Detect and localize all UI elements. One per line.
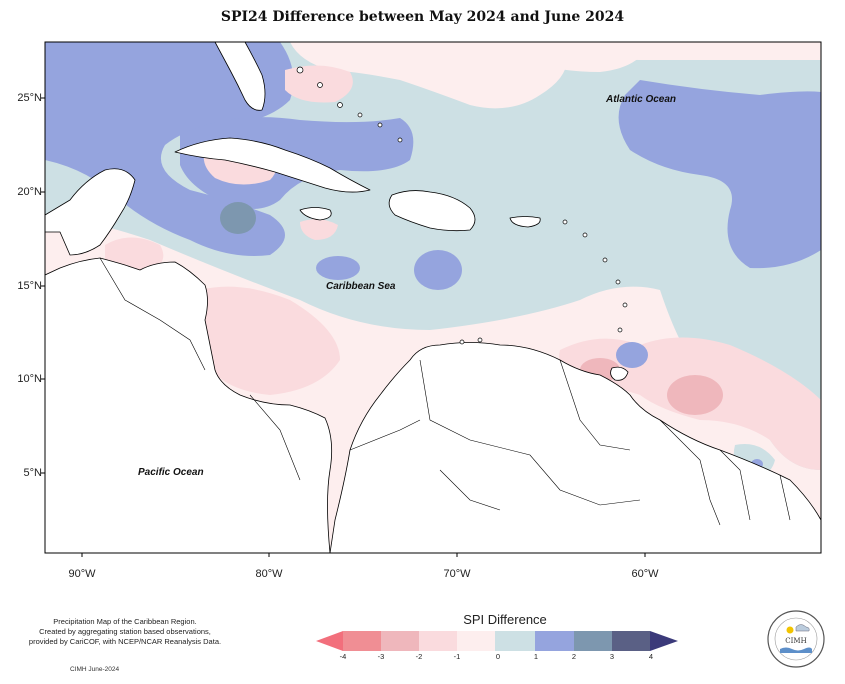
legend-tick: -2 <box>415 652 423 661</box>
island <box>357 112 363 118</box>
island <box>622 302 628 308</box>
field-pink-top <box>290 42 567 109</box>
caption-line-1: Precipitation Map of the Caribbean Regio… <box>53 617 197 626</box>
lon-tick-70w: 70°W <box>443 568 471 580</box>
field-blue-atlantic <box>618 80 821 269</box>
label-caribbean-sea: Caribbean Sea <box>326 281 396 292</box>
land-florida <box>214 42 266 111</box>
sun-icon <box>786 626 794 634</box>
land-central-america <box>45 257 333 553</box>
lat-tick-5n: 5°N <box>23 467 42 479</box>
cloud-icon <box>795 624 810 632</box>
legend-tick: -1 <box>453 652 461 661</box>
island <box>317 82 323 88</box>
legend-swatch <box>381 631 419 651</box>
legend-title: SPI Difference <box>463 612 547 627</box>
legend-swatch <box>574 631 612 651</box>
land-jamaica <box>299 207 332 221</box>
field-pink-top-right <box>520 42 650 72</box>
island <box>562 219 568 225</box>
legend-tick: 0 <box>495 652 501 661</box>
legend-tick: 4 <box>648 652 654 661</box>
cimh-logo <box>767 610 825 668</box>
lon-tick-60w: 60°W <box>631 568 659 580</box>
land-puerto-rico <box>509 216 541 228</box>
lat-tick-10n: 10°N <box>17 373 42 385</box>
island <box>602 257 608 263</box>
lat-tick-20n: 20°N <box>17 186 42 198</box>
land-hispaniola <box>388 190 476 232</box>
field-pink-central-america <box>198 286 340 395</box>
caption-line-2: Created by aggregating station based obs… <box>39 627 211 636</box>
field-pink-pr <box>300 219 338 240</box>
legend-tick: 1 <box>533 652 539 661</box>
label-pacific-ocean: Pacific Ocean <box>138 467 204 478</box>
island <box>477 337 483 343</box>
field-blue-patch-1 <box>316 256 360 280</box>
field-rose-patch <box>667 375 723 415</box>
credit-text: CIMH June-2024 <box>70 666 120 673</box>
legend-arrow-left <box>316 631 343 651</box>
map-frame <box>44 41 822 554</box>
legend-swatch <box>535 631 574 651</box>
land-yucatan <box>45 168 136 256</box>
legend-swatch <box>343 631 381 651</box>
label-atlantic-ocean: Atlantic Ocean <box>606 94 677 105</box>
island <box>459 339 465 345</box>
island <box>582 232 588 238</box>
island <box>397 137 403 143</box>
map-caption: Precipitation Map of the Caribbean Regio… <box>10 617 240 647</box>
lat-tick-25n: 25°N <box>17 92 42 104</box>
island <box>615 279 621 285</box>
field-blue-patch-2 <box>414 250 462 290</box>
legend-tick: 2 <box>571 652 577 661</box>
island <box>617 327 623 333</box>
border-lines <box>99 257 791 526</box>
caption-line-3: provided by CariCOF, with NCEP/NCAR Rean… <box>28 637 222 646</box>
legend-swatch <box>495 631 535 651</box>
island <box>296 66 304 74</box>
land-cuba <box>174 137 371 193</box>
field-blue-patch-3 <box>616 342 648 368</box>
legend-tick: -3 <box>377 652 385 661</box>
field-steel-patch <box>220 202 256 234</box>
lat-tick-15n: 15°N <box>17 280 42 292</box>
island <box>337 102 343 108</box>
land-trinidad <box>610 366 629 381</box>
legend-swatch <box>419 631 457 651</box>
map-title: SPI24 Difference between May 2024 and Ju… <box>220 9 625 25</box>
water-icon <box>780 647 812 653</box>
island <box>377 122 383 128</box>
legend-tick: -4 <box>339 652 347 661</box>
legend-swatch <box>457 631 495 651</box>
lon-tick-80w: 80°W <box>255 568 283 580</box>
legend-tick: 3 <box>609 652 615 661</box>
legend-arrow-right <box>650 631 678 651</box>
lon-tick-90w: 90°W <box>68 568 96 580</box>
logo-text: CIMH <box>785 637 807 645</box>
legend-swatch <box>612 631 650 651</box>
